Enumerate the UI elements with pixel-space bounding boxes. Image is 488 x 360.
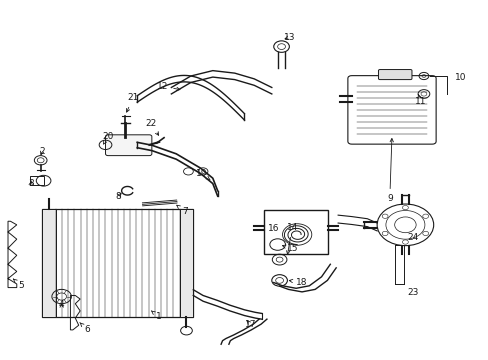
Text: 24: 24 (407, 233, 418, 242)
Text: 18: 18 (289, 278, 307, 287)
Text: 3: 3 (28, 179, 34, 188)
Text: 14: 14 (286, 223, 297, 254)
Text: 8: 8 (116, 192, 122, 201)
Bar (42, 210, 193, 317)
Text: 11: 11 (414, 94, 426, 106)
Text: 1: 1 (151, 311, 162, 321)
Text: 10: 10 (454, 73, 466, 82)
Text: 9: 9 (386, 139, 393, 203)
Text: 20: 20 (102, 132, 113, 144)
FancyBboxPatch shape (105, 135, 152, 156)
Text: 21: 21 (126, 93, 139, 112)
FancyBboxPatch shape (378, 69, 411, 80)
Bar (264, 211, 328, 253)
Bar (179, 210, 193, 317)
Text: 4: 4 (59, 300, 64, 309)
Bar (42, 210, 56, 317)
Text: 17: 17 (244, 320, 256, 329)
Text: 6: 6 (80, 323, 90, 334)
Text: 5: 5 (13, 279, 24, 290)
Text: 23: 23 (407, 288, 418, 297)
Text: 19: 19 (195, 169, 210, 180)
Text: 13: 13 (283, 33, 294, 42)
Text: 16: 16 (267, 224, 279, 233)
Text: 12: 12 (157, 82, 180, 91)
Text: 22: 22 (145, 119, 158, 135)
Bar (30, 176, 43, 185)
Text: 2: 2 (39, 147, 45, 156)
Text: 7: 7 (176, 205, 187, 216)
Text: 15: 15 (282, 244, 297, 253)
FancyBboxPatch shape (347, 76, 435, 144)
